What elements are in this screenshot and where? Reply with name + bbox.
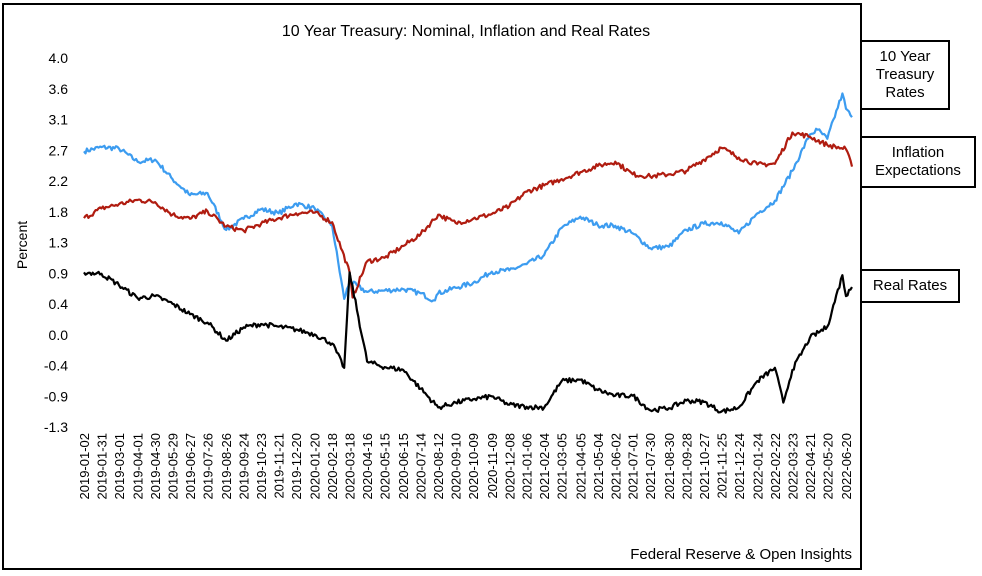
x-tick-label: 2020-11-09 bbox=[485, 433, 500, 499]
x-tick-label: 2020-03-18 bbox=[343, 433, 358, 500]
x-tick-label: 2021-06-02 bbox=[608, 433, 623, 500]
y-tick-label: -1.3 bbox=[44, 419, 68, 435]
x-tick-label: 2019-07-26 bbox=[200, 433, 215, 500]
x-tick-label: 2020-10-09 bbox=[466, 433, 481, 500]
x-tick-label: 2019-09-24 bbox=[237, 433, 252, 500]
x-tick-label: 2022-01-24 bbox=[750, 433, 765, 500]
x-tick-label: 2021-10-27 bbox=[697, 433, 712, 500]
x-tick-label: 2022-04-21 bbox=[803, 433, 818, 500]
x-tick-label: 2019-10-23 bbox=[254, 433, 269, 500]
x-tick-label: 2021-07-01 bbox=[626, 433, 641, 500]
x-tick-label: 2020-01-20 bbox=[308, 433, 323, 500]
x-tick-label: 2022-06-20 bbox=[839, 433, 854, 500]
legend-real-rates: Real Rates bbox=[860, 269, 960, 303]
series-layer bbox=[83, 92, 854, 414]
x-tick-label: 2020-08-12 bbox=[431, 433, 446, 500]
x-tick-label: 2019-05-29 bbox=[166, 433, 181, 500]
x-tick-label: 2019-06-27 bbox=[183, 433, 198, 500]
legend-inflation-expectations: Inflation Expectations bbox=[860, 136, 976, 188]
series-line-real-rates bbox=[83, 270, 853, 414]
x-tick-label: 2019-01-31 bbox=[94, 433, 109, 500]
x-tick-label: 2020-09-10 bbox=[449, 433, 464, 500]
y-tick-label: 2.2 bbox=[49, 173, 69, 189]
y-tick-label: 1.3 bbox=[49, 235, 69, 251]
x-tick-label: 2020-07-14 bbox=[414, 433, 429, 500]
y-tick-label: -0.9 bbox=[44, 388, 68, 404]
series-line-10-year-treasury-rates bbox=[83, 92, 853, 303]
x-tick-label: 2021-12-24 bbox=[732, 433, 747, 500]
y-axis-label: Percent bbox=[14, 221, 30, 269]
x-tick-label: 2021-04-05 bbox=[573, 433, 588, 500]
x-tick-label: 2021-08-30 bbox=[662, 433, 677, 500]
x-tick-label: 2021-07-30 bbox=[643, 433, 658, 500]
x-tick-label: 2021-03-05 bbox=[555, 433, 570, 500]
x-tick-label: 2020-05-15 bbox=[378, 433, 393, 500]
series-line-inflation-expectations bbox=[83, 131, 854, 299]
x-tick-label: 2019-03-01 bbox=[112, 433, 127, 500]
y-tick-label: 0.4 bbox=[49, 296, 69, 312]
x-tick-label: 2021-02-04 bbox=[537, 433, 552, 500]
legend-nominal-rates: 10 Year Treasury Rates bbox=[860, 40, 950, 110]
x-tick-label: 2022-02-22 bbox=[768, 433, 783, 500]
x-tick-label: 2020-04-16 bbox=[360, 433, 375, 500]
x-tick-label: 2019-11-21 bbox=[272, 433, 287, 499]
source-note: Federal Reserve & Open Insights bbox=[630, 546, 852, 563]
x-tick-label: 2019-01-02 bbox=[77, 433, 92, 500]
y-axis-ticks: 4.0 3.6 3.1 2.7 2.2 1.8 1.3 0.9 0.4 0.0 -0.4 -0.9 -1… bbox=[44, 50, 68, 435]
x-tick-label: 2021-05-04 bbox=[591, 433, 606, 500]
x-tick-label: 2021-09-28 bbox=[679, 433, 694, 500]
chart-title: 10 Year Treasury: Nominal, Inflation and… bbox=[282, 23, 650, 40]
x-tick-label: 2020-02-18 bbox=[325, 433, 340, 500]
x-tick-label: 2022-03-23 bbox=[785, 433, 800, 500]
y-tick-label: 3.1 bbox=[49, 112, 69, 128]
x-tick-label: 2019-08-26 bbox=[219, 433, 234, 500]
y-tick-label: -0.4 bbox=[44, 358, 68, 374]
x-tick-label: 2019-04-01 bbox=[131, 433, 146, 500]
y-tick-label: 3.6 bbox=[49, 81, 69, 97]
x-tick-label: 2019-12-20 bbox=[289, 433, 304, 500]
x-tick-label: 2021-11-25 bbox=[714, 433, 729, 499]
x-tick-label: 2022-05-20 bbox=[820, 433, 835, 500]
y-tick-label: 0.9 bbox=[49, 265, 69, 281]
x-axis-ticks: 2019-01-02 2019-01-31 2019-03-01 2019-04-01… bbox=[77, 433, 854, 500]
y-tick-label: 4.0 bbox=[49, 50, 69, 66]
y-tick-label: 2.7 bbox=[49, 142, 69, 158]
x-tick-label: 2019-04-30 bbox=[148, 433, 163, 500]
y-tick-label: 0.0 bbox=[49, 327, 69, 343]
x-tick-label: 2020-12-08 bbox=[502, 433, 517, 500]
x-tick-label: 2020-06-15 bbox=[396, 433, 411, 500]
x-tick-label: 2021-01-06 bbox=[520, 433, 535, 500]
y-tick-label: 1.8 bbox=[49, 204, 69, 220]
